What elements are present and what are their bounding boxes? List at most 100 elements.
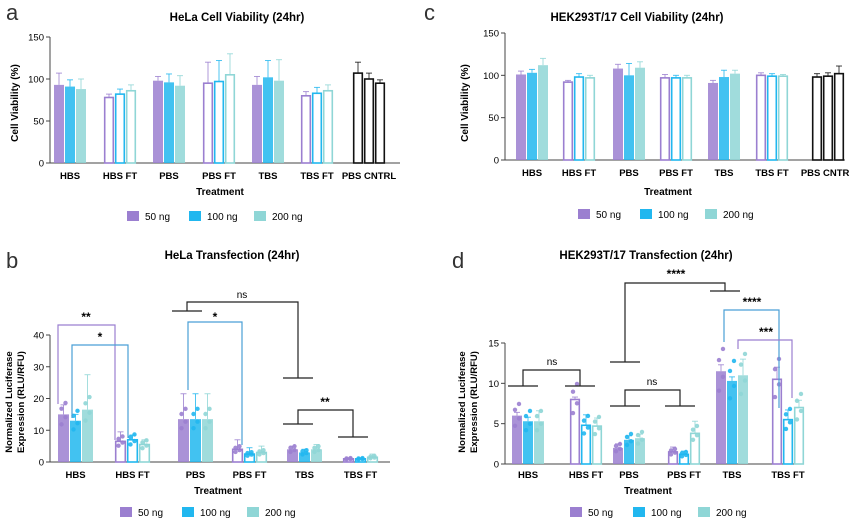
data-point: [672, 450, 678, 455]
bar: [65, 86, 75, 163]
data-point: [83, 401, 88, 406]
bar: [584, 77, 596, 161]
data-point: [783, 426, 789, 432]
legend-swatch-200ng: [254, 211, 266, 221]
data-point: [356, 456, 361, 461]
data-point: [783, 412, 789, 417]
data-point: [288, 445, 293, 450]
bar: [175, 85, 185, 163]
x-tick-label: PBS FT: [667, 470, 701, 481]
legend-swatch-50ng: [570, 507, 582, 517]
bar: [82, 409, 93, 462]
bar: [287, 449, 298, 462]
data-point: [300, 449, 305, 454]
data-point: [128, 434, 133, 440]
bar: [833, 72, 845, 161]
bracket-tbs-star4-blue: [723, 309, 780, 408]
data-point: [292, 444, 297, 449]
y-tick-label: 50: [488, 113, 499, 124]
data-point: [668, 448, 674, 453]
bar: [822, 75, 834, 161]
data-point: [798, 391, 804, 397]
x-tick-label: TBS: [295, 470, 314, 481]
data-point: [261, 447, 266, 453]
x-tick-label: HBS: [522, 168, 542, 179]
data-point: [738, 391, 744, 397]
data-point: [727, 368, 733, 374]
data-point: [523, 413, 529, 419]
y-tick-label: 30: [33, 362, 44, 373]
sig-label: ns: [547, 357, 558, 368]
data-point: [574, 381, 580, 387]
bar: [727, 380, 737, 464]
sig-label: *: [213, 310, 218, 324]
data-point: [570, 389, 576, 394]
x-tick-label: TBS: [715, 168, 734, 179]
bar: [624, 75, 634, 160]
plot-area-b: 0 10 20 30 40 HBS HBS FT PBS PBS FT TBS TBS FT: [33, 331, 390, 481]
legend-swatch-100ng: [640, 209, 652, 219]
data-point: [794, 417, 800, 422]
data-point: [617, 446, 623, 452]
data-point: [727, 396, 733, 401]
bar: [670, 77, 682, 161]
data-point: [312, 449, 317, 455]
x-tick-label: HBS FT: [562, 168, 597, 179]
plot-area-a: 0 50 100 150 HBS HBS FT PBS PBS FT TBS TBS FT PBS …: [28, 33, 400, 182]
bracket-tbs-star4: [610, 282, 740, 363]
bar: [103, 96, 115, 164]
data-point: [628, 431, 634, 437]
legend-label-50ng: 50 ng: [138, 508, 163, 519]
data-point: [304, 447, 309, 453]
legend-b: 50 ng 100 ng 200 ng: [120, 507, 296, 519]
x-tick-label: TBS: [259, 171, 278, 182]
bar: [766, 75, 778, 161]
data-point: [635, 441, 641, 446]
bar: [635, 67, 645, 160]
x-axis-label-c: Treatment: [644, 187, 692, 198]
x-axis-label-d: Treatment: [624, 486, 672, 497]
x-tick-label: PBS FT: [202, 171, 236, 182]
data-point: [716, 388, 722, 393]
x-axis-label-a: Treatment: [196, 187, 244, 198]
bar: [659, 77, 671, 161]
data-point: [360, 455, 365, 461]
legend-swatch-200ng: [247, 507, 259, 517]
data-point: [794, 398, 800, 403]
bar: [782, 418, 794, 465]
data-point: [639, 437, 645, 442]
x-tick-label: PBS CNTRL: [801, 168, 850, 179]
data-point: [87, 394, 92, 400]
data-point: [257, 452, 262, 457]
bracket-hbs-ns: [508, 369, 595, 387]
data-point: [720, 346, 726, 352]
data-point: [75, 421, 80, 426]
data-point: [233, 445, 238, 450]
legend-label-200ng: 200 ng: [272, 212, 303, 223]
data-point: [348, 455, 353, 461]
x-tick-label: HBS FT: [569, 470, 604, 481]
legend-label-200ng: 200 ng: [716, 508, 747, 519]
bar: [178, 419, 189, 462]
data-point: [195, 406, 200, 412]
x-tick-label: TBS FT: [300, 171, 333, 182]
data-point: [787, 406, 793, 412]
bracket-hbs-star1: [71, 344, 129, 438]
bracket-hbs-star2: [57, 324, 116, 440]
y-tick-label: 15: [488, 339, 499, 350]
data-point: [144, 438, 149, 443]
chart-title-b: HeLa Transfection (24hr): [165, 250, 300, 262]
data-point: [742, 378, 748, 383]
data-point: [140, 446, 145, 451]
bar: [573, 76, 585, 161]
chart-title-d: HEK293T/17 Transfection (24hr): [559, 250, 732, 262]
data-point: [617, 441, 623, 447]
bar: [534, 421, 544, 464]
legend-swatch-50ng: [578, 209, 590, 219]
legend-label-100ng: 100 ng: [651, 508, 682, 519]
bar: [527, 72, 537, 160]
data-point: [183, 406, 188, 412]
legend-label-100ng: 100 ng: [207, 212, 238, 223]
bar: [613, 447, 623, 464]
data-point: [207, 406, 212, 412]
